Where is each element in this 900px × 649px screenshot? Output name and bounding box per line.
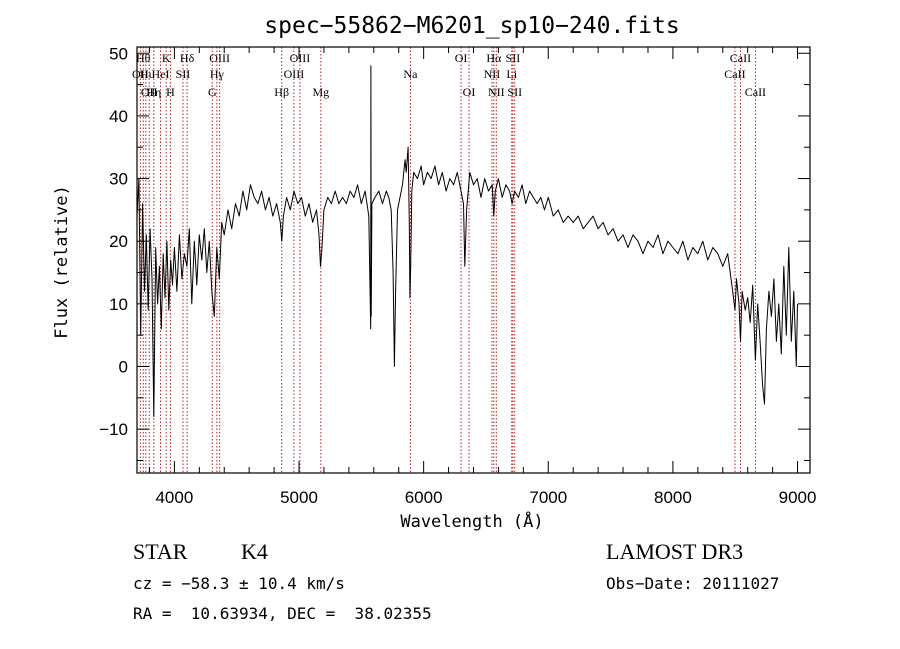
line-marker-label: OI bbox=[463, 85, 476, 99]
velocity-readout: cz = −58.3 ± 10.4 km/s bbox=[133, 574, 345, 593]
line-marker-label: Hβ bbox=[274, 85, 289, 99]
x-tick-label: 8000 bbox=[654, 488, 692, 507]
line-label-layer: OIIHθHιOIIHηHeIKHSIIHδGHγOIIIHβOIIIOIIIM… bbox=[132, 51, 766, 99]
object-subclass: K4 bbox=[241, 539, 268, 564]
y-tick-label: 40 bbox=[109, 107, 128, 126]
chart-title: spec−55862−M6201_sp10−240.fits bbox=[264, 13, 679, 39]
y-tick-label: 20 bbox=[109, 232, 128, 251]
line-marker-label: Hθ bbox=[136, 51, 151, 65]
line-marker-label: Hδ bbox=[180, 51, 195, 65]
x-axis-label: Wavelength (Å) bbox=[400, 510, 543, 532]
line-marker-label: OIII bbox=[284, 67, 305, 81]
line-marker-label: CaII bbox=[745, 85, 766, 99]
line-marker-label: HeI bbox=[152, 67, 170, 81]
line-marker-label: SII bbox=[507, 85, 522, 99]
line-marker-layer bbox=[139, 47, 756, 473]
line-marker-label: OI bbox=[455, 51, 468, 65]
y-axis-label: Flux (relative) bbox=[52, 185, 72, 339]
x-tick-label: 5000 bbox=[280, 488, 318, 507]
y-tick-label: 10 bbox=[109, 295, 128, 314]
line-marker-label: Na bbox=[403, 67, 418, 81]
y-tick-label: 30 bbox=[109, 170, 128, 189]
plot-frame bbox=[136, 46, 811, 474]
spectrum-layer bbox=[136, 65, 798, 418]
x-tick-label: 6000 bbox=[405, 488, 443, 507]
line-marker-label: NII bbox=[484, 67, 501, 81]
line-marker-label: OIII bbox=[290, 51, 311, 65]
line-marker-label: SII bbox=[506, 51, 521, 65]
line-marker-label: Mg bbox=[312, 85, 329, 99]
survey-name: LAMOST DR3 bbox=[606, 539, 743, 564]
y-tick-label: 50 bbox=[109, 44, 128, 63]
line-marker-label: H bbox=[166, 85, 175, 99]
line-marker-label: Li bbox=[506, 67, 517, 81]
line-marker-label: OII bbox=[141, 85, 158, 99]
line-marker-label: Hη bbox=[146, 85, 161, 99]
line-marker-label: K bbox=[162, 51, 171, 65]
y-tick-label: −10 bbox=[99, 420, 128, 439]
obs-date: Obs−Date: 20111027 bbox=[606, 574, 779, 593]
line-marker-label: CaII bbox=[724, 67, 745, 81]
x-tick-label: 9000 bbox=[779, 488, 817, 507]
coordinates: RA = 10.63934, DEC = 38.02355 bbox=[133, 604, 432, 623]
line-marker-label: CaII bbox=[730, 51, 751, 65]
x-tick-label: 4000 bbox=[155, 488, 193, 507]
x-tick-label: 7000 bbox=[529, 488, 567, 507]
x-axis: 4000 5000 6000 7000 8000 9000 bbox=[148, 47, 817, 507]
y-axis: −10 0 10 20 30 40 50 bbox=[99, 44, 810, 461]
line-marker-label: NII bbox=[488, 85, 505, 99]
object-class: STAR bbox=[133, 539, 188, 564]
spectrum-series-flux bbox=[136, 65, 798, 418]
y-tick-label: 0 bbox=[119, 358, 128, 377]
line-marker-label: Hγ bbox=[210, 67, 225, 81]
line-marker-label: Hα bbox=[486, 51, 502, 65]
line-marker-label: G bbox=[208, 85, 217, 99]
line-marker-label: Hι bbox=[140, 67, 153, 81]
line-marker-label: OIII bbox=[209, 51, 230, 65]
line-marker-label: OII bbox=[132, 67, 149, 81]
line-marker-label: SII bbox=[176, 67, 191, 81]
